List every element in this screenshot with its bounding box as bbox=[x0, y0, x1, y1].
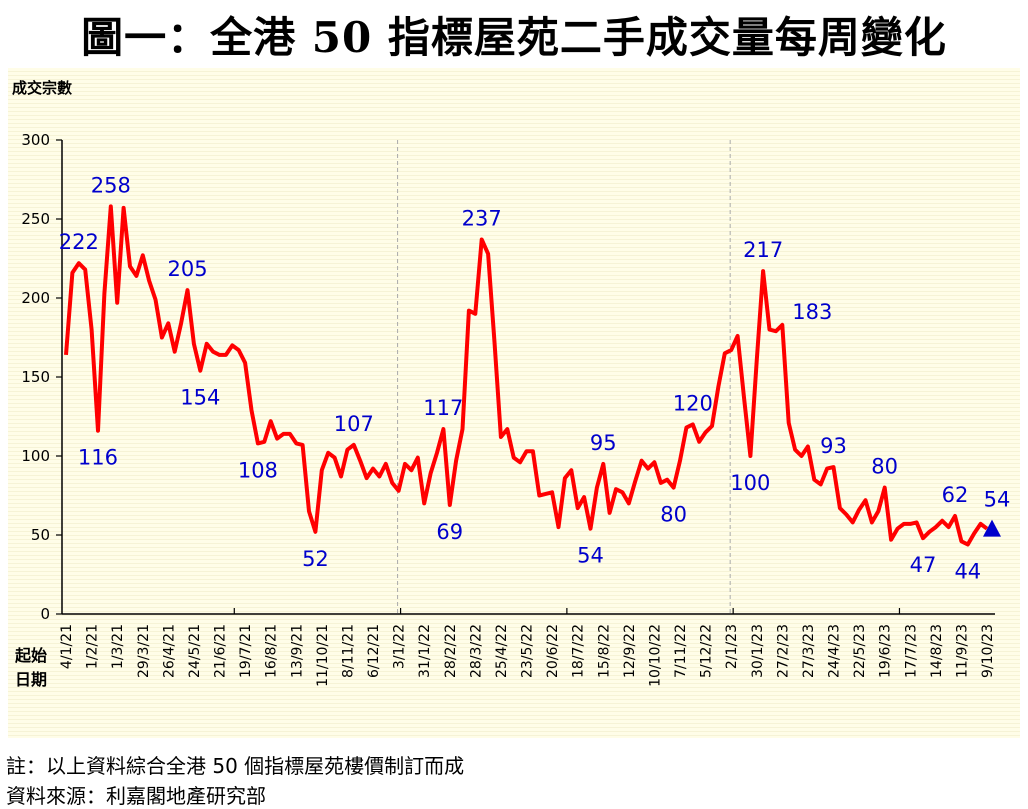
x-tick-label: 11/10/21 bbox=[315, 624, 331, 687]
x-tick-label: 26/4/21 bbox=[161, 624, 177, 678]
x-tick-label: 2/1/23 bbox=[724, 624, 740, 669]
x-tick-label: 19/7/21 bbox=[238, 624, 254, 678]
y-tick-label: 100 bbox=[21, 447, 50, 465]
x-tick-label: 25/4/22 bbox=[494, 624, 510, 678]
footer-note: 註：以上資料綜合全港 50 個指標屋苑樓價制訂而成 bbox=[6, 754, 465, 778]
x-tick-label: 24/4/23 bbox=[827, 624, 843, 678]
y-tick-label: 0 bbox=[40, 605, 50, 623]
data-label: 44 bbox=[954, 559, 981, 583]
x-tick-label: 9/10/23 bbox=[980, 624, 996, 678]
x-tick-label: 1/2/21 bbox=[85, 624, 101, 669]
x-tick-label: 16/8/21 bbox=[264, 624, 280, 678]
x-tick-label: 12/9/22 bbox=[622, 624, 638, 678]
x-tick-label: 20/6/22 bbox=[545, 624, 561, 678]
data-label: 222 bbox=[59, 230, 99, 254]
data-label: 62 bbox=[942, 483, 969, 507]
x-axis-label: 起始日期 bbox=[15, 646, 48, 689]
data-label: 108 bbox=[238, 458, 278, 482]
data-label: 217 bbox=[743, 238, 783, 262]
data-label: 154 bbox=[180, 386, 220, 410]
data-label: 237 bbox=[462, 207, 502, 231]
data-label: 107 bbox=[334, 412, 374, 436]
data-label: 116 bbox=[78, 446, 118, 470]
x-tick-label: 21/6/21 bbox=[213, 624, 229, 678]
data-label: 117 bbox=[423, 396, 463, 420]
data-label: 47 bbox=[910, 553, 937, 577]
plot-background bbox=[8, 68, 1020, 738]
data-label: 69 bbox=[436, 520, 463, 544]
x-tick-label: 3/1/22 bbox=[392, 624, 408, 669]
x-tick-label: 4/1/21 bbox=[59, 624, 75, 669]
x-tick-label: 30/1/23 bbox=[750, 624, 766, 678]
x-tick-label: 14/8/23 bbox=[929, 624, 945, 678]
data-label: 120 bbox=[673, 391, 713, 415]
data-label: 205 bbox=[167, 257, 207, 281]
footer-source: 資料來源：利嘉閣地產研究部 bbox=[6, 784, 266, 808]
data-label: 100 bbox=[730, 471, 770, 495]
data-label: 93 bbox=[820, 434, 847, 458]
data-label: 54 bbox=[984, 488, 1011, 512]
x-tick-label: 5/12/22 bbox=[699, 624, 715, 678]
y-tick-label: 200 bbox=[21, 289, 50, 307]
x-tick-label: 8/11/21 bbox=[340, 624, 356, 678]
x-tick-label: 28/2/22 bbox=[443, 624, 459, 678]
x-tick-label: 7/11/22 bbox=[673, 624, 689, 678]
data-label: 258 bbox=[91, 173, 131, 197]
data-label: 52 bbox=[302, 547, 329, 571]
x-tick-label: 6/12/21 bbox=[366, 624, 382, 678]
x-tick-label: 17/7/23 bbox=[903, 624, 919, 678]
y-axis-label: 成交宗數 bbox=[12, 79, 72, 97]
latest-week-triangle-marker bbox=[983, 519, 1001, 537]
x-tick-label: 27/2/23 bbox=[775, 624, 791, 678]
x-tick-label: 13/9/21 bbox=[289, 624, 305, 678]
data-label: 54 bbox=[577, 544, 604, 568]
chart-title: 圖一：全港 50 指標屋苑二手成交量每周變化 bbox=[81, 13, 947, 62]
y-tick-label: 300 bbox=[21, 131, 50, 149]
x-tick-label: 10/10/22 bbox=[647, 624, 663, 687]
x-tick-label: 24/5/21 bbox=[187, 624, 203, 678]
x-tick-label: 23/5/22 bbox=[520, 624, 536, 678]
data-label: 80 bbox=[871, 455, 898, 479]
x-tick-label: 27/3/23 bbox=[801, 624, 817, 678]
data-label: 183 bbox=[792, 300, 832, 324]
y-tick-label: 50 bbox=[31, 526, 50, 544]
x-tick-label: 19/6/23 bbox=[878, 624, 894, 678]
x-tick-label: 15/8/22 bbox=[596, 624, 612, 678]
x-tick-label: 18/7/22 bbox=[571, 624, 587, 678]
chart-panel: 成交宗數 0 50 100 150 200 250 300 4/1/21 1/2/21 1/3/2… bbox=[8, 68, 1020, 738]
y-tick-label: 250 bbox=[21, 210, 50, 228]
data-label: 80 bbox=[660, 503, 687, 527]
line-chart: 成交宗數 0 50 100 150 200 250 300 4/1/21 1/2/21 1/3/2… bbox=[8, 68, 1020, 738]
x-tick-label: 29/3/21 bbox=[136, 624, 152, 678]
x-tick-label: 1/3/21 bbox=[110, 624, 126, 669]
y-tick-label: 150 bbox=[21, 368, 50, 386]
x-tick-label: 31/1/22 bbox=[417, 624, 433, 678]
x-tick-label: 11/9/23 bbox=[954, 624, 970, 678]
x-tick-label: 28/3/22 bbox=[468, 624, 484, 678]
data-label: 95 bbox=[590, 431, 617, 455]
x-tick-label: 22/5/23 bbox=[852, 624, 868, 678]
